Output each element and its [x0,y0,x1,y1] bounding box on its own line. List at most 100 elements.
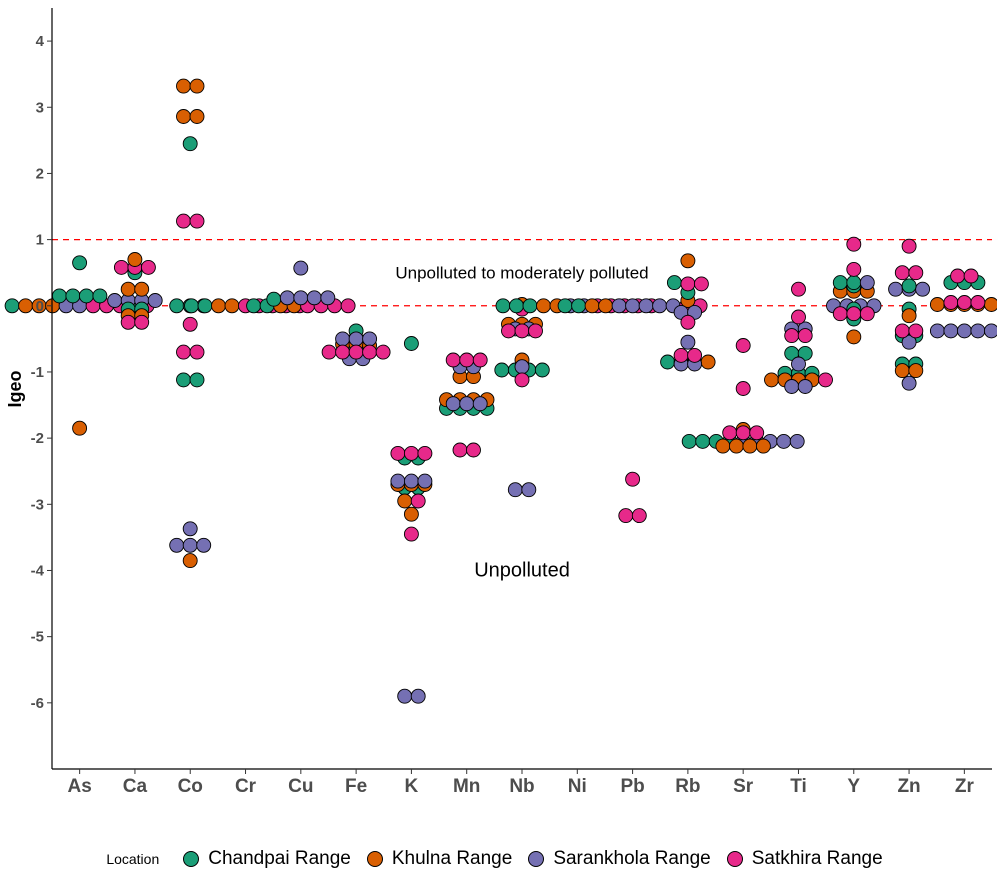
legend-title: Location [106,851,160,867]
data-points [4,78,997,704]
point-zn [901,238,917,254]
x-tick-label-fe: Fe [345,776,367,797]
point-co [182,521,198,537]
point-mn [445,396,461,412]
y-tick-label: -2 [31,430,44,447]
point-ca [134,281,150,297]
x-tick-label-ca: Ca [123,776,148,797]
point-k [410,688,426,704]
point-ti [791,309,806,325]
point-rb [680,334,696,350]
x-tick-label-co: Co [178,776,203,797]
point-ca [120,314,136,330]
point-fe [362,344,378,360]
point-sr [681,433,697,449]
point-co [182,537,198,553]
x-tick-label-cu: Cu [288,776,313,797]
point-mn [472,352,488,368]
point-y [846,329,862,345]
point-k [417,473,433,489]
point-sr [735,425,751,441]
point-zn [908,363,924,379]
point-k [403,445,419,461]
point-rb [660,354,676,370]
point-ca [120,281,136,297]
point-cu [340,298,356,314]
y-tick-label: -6 [31,695,44,712]
legend-key [528,851,545,867]
legend-key [366,851,383,867]
y-tick-label: 0 [36,298,44,315]
point-nb [514,359,530,375]
y-tick-label: 2 [36,165,44,182]
point-rb [680,276,696,292]
point-ti [791,281,806,297]
point-sr [749,425,765,441]
point-nb [528,323,543,339]
point-as [92,288,108,304]
x-tick-label-sr: Sr [733,776,754,797]
point-as [72,420,88,436]
point-sr [735,338,751,353]
point-sr [755,438,771,454]
legend-label: Satkhira Range [751,848,883,869]
point-nb [507,482,523,498]
point-cu [266,291,282,307]
point-ni [509,298,524,314]
x-tick-label-rb: Rb [675,776,700,797]
point-ni [495,298,511,314]
legend-item: Khulna Range [366,848,512,870]
annotation-0: Unpolluted to moderately polluted [395,264,648,283]
point-zr [950,268,966,284]
point-fe [375,344,391,360]
point-sr [742,438,758,454]
point-k [403,473,419,489]
point-co [169,298,185,314]
point-pb [584,298,600,314]
point-sr [728,438,744,454]
point-rb [673,347,689,363]
point-y [846,306,862,322]
legend-item: Chandpai Range [183,848,351,870]
point-sr [715,438,731,454]
point-pb [631,508,647,524]
point-pb [638,298,654,314]
point-ca [127,252,143,267]
annotations: Unpolluted to moderately polluted Unpollu… [395,264,648,582]
point-co [189,213,205,229]
y-tick-label: -3 [31,496,44,513]
point-pb [625,471,641,487]
point-cu [293,290,309,306]
point-ti [797,379,813,394]
point-as [72,255,88,271]
y-tick-label: 1 [36,232,44,249]
point-ni [536,298,551,314]
point-k [390,473,406,489]
y-tick-label: -4 [31,562,45,579]
point-zr [956,295,972,310]
point-zr [983,297,997,312]
point-fe [335,344,351,360]
x-tick-label-k: K [405,776,419,797]
point-nb [514,372,530,388]
y-tick-label: -5 [31,629,44,646]
point-zn [908,265,924,281]
point-fe [348,344,364,360]
point-cu [279,290,295,306]
point-mn [459,396,475,412]
point-rb [680,253,696,269]
point-as [51,288,67,304]
point-zr [929,323,945,339]
point-y [846,236,862,252]
point-fe [321,344,337,360]
point-fe [362,331,378,347]
point-k [403,526,419,542]
point-sr [722,425,738,441]
point-zr [956,323,972,339]
y-axis-title: Igeo [5,370,25,407]
point-ca [134,314,150,330]
point-co [189,109,205,124]
point-pb [618,508,634,524]
legend-item: Sarankhola Range [528,848,711,870]
point-co [169,537,185,553]
